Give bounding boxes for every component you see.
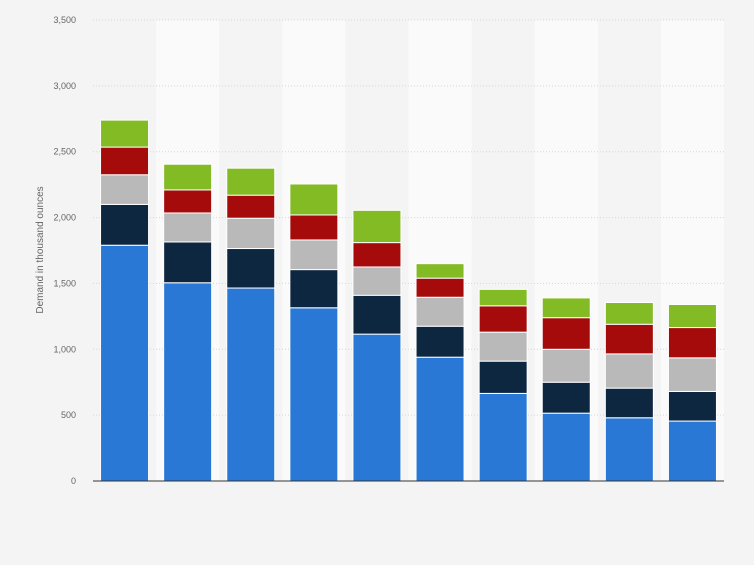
bar-segment [415, 277, 465, 298]
bar-segment [100, 203, 150, 246]
bar-segment [163, 163, 213, 191]
bar-segment [352, 242, 402, 268]
bar-segment [226, 217, 276, 250]
bar-segment [226, 287, 276, 482]
bar-segment [100, 119, 150, 148]
bar-segment [352, 209, 402, 244]
y-tick-label: 2,500 [53, 147, 76, 157]
bar-segment [604, 387, 654, 419]
y-tick-label: 3,500 [53, 15, 76, 25]
bar-segment [163, 212, 213, 243]
y-tick-label: 1,500 [53, 278, 76, 288]
y-axis-label: Demand in thousand ounces [35, 186, 46, 313]
bar-segment [667, 420, 717, 482]
bar-segment [415, 325, 465, 358]
bar-segment [541, 412, 591, 482]
bar-segment [478, 392, 528, 482]
bars [100, 119, 717, 482]
bar-segment [478, 305, 528, 333]
bar-segment [100, 244, 150, 482]
bar-segment [163, 282, 213, 482]
bar-segment [541, 348, 591, 383]
bar-segment [604, 353, 654, 389]
y-tick-label: 1,000 [53, 344, 76, 354]
bar-segment [604, 302, 654, 325]
bar-segment [100, 146, 150, 176]
y-tick-label: 0 [71, 476, 76, 486]
bar-segment [415, 296, 465, 327]
bar-segment [604, 323, 654, 355]
bar-segment [667, 390, 717, 422]
bar-segment [226, 248, 276, 289]
bar-segment [289, 183, 339, 216]
bar-segment [289, 239, 339, 271]
bar-segment [541, 297, 591, 319]
bar-segment [478, 288, 528, 307]
y-tick-label: 3,000 [53, 81, 76, 91]
y-tick-label: 500 [61, 410, 76, 420]
bar-segment [352, 333, 402, 482]
bar-segment [667, 304, 717, 329]
bar-segment [289, 307, 339, 482]
bar-segment [163, 241, 213, 284]
bar-segment [478, 331, 528, 362]
bar-segment [163, 189, 213, 214]
bar-segment [289, 269, 339, 309]
bar-segment [604, 417, 654, 482]
bar-segment [226, 194, 276, 219]
bar-segment [415, 263, 465, 279]
bar-segment [667, 357, 717, 392]
y-axis-tick-labels: 0 500 1,000 1,500 2,000 2,500 3,000 3,500 [53, 15, 76, 486]
bar-segment [667, 327, 717, 359]
bar-segment [541, 317, 591, 350]
bar-segment [100, 174, 150, 205]
bar-segment [478, 360, 528, 394]
bar-segment [415, 356, 465, 482]
bar-segment [289, 214, 339, 241]
bar-segment [541, 381, 591, 414]
y-tick-label: 2,000 [53, 213, 76, 223]
bar-segment [352, 294, 402, 335]
bar-segment [226, 167, 276, 196]
bar-segment [352, 266, 402, 296]
